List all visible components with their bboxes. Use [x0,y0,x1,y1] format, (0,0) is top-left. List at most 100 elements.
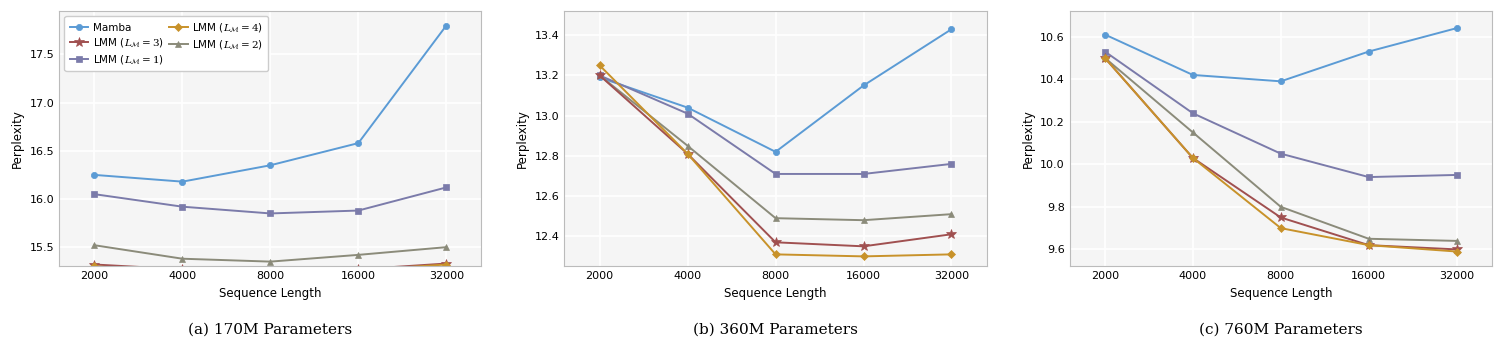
LMM ($L_{\mathcal{M}} = 2$) [1272,205,1290,209]
Mamba [855,84,873,88]
LMM ($L_{\mathcal{M}} = 4$) [767,252,785,257]
LMM ($L_{\mathcal{M}} = 3$) [262,271,280,275]
LMM ($L_{\mathcal{M}} = 3$) [767,240,785,244]
LMM ($L_{\mathcal{M}} = 1$) [1272,152,1290,156]
LMM ($L_{\mathcal{M}} = 4$) [591,63,609,67]
LMM ($L_{\mathcal{M}} = 4$) [86,264,104,269]
Line: LMM ($L_{\mathcal{M}} = 4$): LMM ($L_{\mathcal{M}} = 4$) [92,262,449,276]
LMM ($L_{\mathcal{M}} = 1$) [349,208,367,213]
LMM ($L_{\mathcal{M}} = 3$) [855,244,873,249]
LMM ($L_{\mathcal{M}} = 2$) [1096,56,1114,60]
X-axis label: Sequence Length: Sequence Length [219,287,322,300]
Line: LMM ($L_{\mathcal{M}} = 3$): LMM ($L_{\mathcal{M}} = 3$) [1100,53,1461,254]
Mamba [86,173,104,177]
LMM ($L_{\mathcal{M}} = 2$) [591,73,609,78]
LMM ($L_{\mathcal{M}} = 1$) [679,112,697,116]
LMM ($L_{\mathcal{M}} = 4$) [855,254,873,258]
LMM ($L_{\mathcal{M}} = 4$) [942,252,960,257]
LMM ($L_{\mathcal{M}} = 3$) [1272,216,1290,220]
LMM ($L_{\mathcal{M}} = 1$) [1184,111,1202,115]
LMM ($L_{\mathcal{M}} = 1$) [173,205,191,209]
LMM ($L_{\mathcal{M}} = 1$) [591,73,609,78]
Mamba [1360,49,1378,54]
LMM ($L_{\mathcal{M}} = 2$) [349,253,367,257]
Y-axis label: Perplexity: Perplexity [11,109,24,168]
Mamba [262,163,280,167]
Mamba [942,27,960,31]
LMM ($L_{\mathcal{M}} = 2$) [855,218,873,222]
LMM ($L_{\mathcal{M}} = 2$) [1184,130,1202,134]
LMM ($L_{\mathcal{M}} = 2$) [1360,237,1378,241]
LMM ($L_{\mathcal{M}} = 4$) [679,152,697,156]
X-axis label: Sequence Length: Sequence Length [724,287,827,300]
Mamba [1272,79,1290,84]
Line: LMM ($L_{\mathcal{M}} = 2$): LMM ($L_{\mathcal{M}} = 2$) [597,72,954,223]
Y-axis label: Perplexity: Perplexity [516,109,529,168]
LMM ($L_{\mathcal{M}} = 2$) [262,259,280,264]
LMM ($L_{\mathcal{M}} = 4$) [1272,226,1290,230]
LMM ($L_{\mathcal{M}} = 3$) [942,232,960,236]
LMM ($L_{\mathcal{M}} = 1$) [1096,49,1114,54]
LMM ($L_{\mathcal{M}} = 4$) [262,271,280,275]
LMM ($L_{\mathcal{M}} = 2$) [1447,239,1465,243]
Mamba [173,180,191,184]
LMM ($L_{\mathcal{M}} = 4$) [1447,250,1465,254]
LMM ($L_{\mathcal{M}} = 2$) [679,144,697,148]
Text: (b) 360M Parameters: (b) 360M Parameters [693,323,858,337]
Y-axis label: Perplexity: Perplexity [1022,109,1034,168]
LMM ($L_{\mathcal{M}} = 3$) [437,261,455,266]
Line: LMM ($L_{\mathcal{M}} = 3$): LMM ($L_{\mathcal{M}} = 3$) [90,259,451,278]
Text: (a) 170M Parameters: (a) 170M Parameters [188,323,352,337]
LMM ($L_{\mathcal{M}} = 1$) [1447,173,1465,177]
Mamba [1447,26,1465,30]
LMM ($L_{\mathcal{M}} = 2$) [942,212,960,216]
LMM ($L_{\mathcal{M}} = 4$) [1096,56,1114,60]
Line: LMM ($L_{\mathcal{M}} = 3$): LMM ($L_{\mathcal{M}} = 3$) [595,71,956,251]
Line: LMM ($L_{\mathcal{M}} = 2$): LMM ($L_{\mathcal{M}} = 2$) [92,242,449,265]
Legend: Mamba, LMM ($L_{\mathcal{M}} = 3$), LMM ($L_{\mathcal{M}} = 1$), LMM ($L_{\mathc: Mamba, LMM ($L_{\mathcal{M}} = 3$), LMM … [65,16,268,71]
LMM ($L_{\mathcal{M}} = 3$) [1184,156,1202,160]
LMM ($L_{\mathcal{M}} = 1$) [942,162,960,166]
Text: (c) 760M Parameters: (c) 760M Parameters [1199,323,1363,337]
LMM ($L_{\mathcal{M}} = 1$) [855,172,873,176]
Line: Mamba: Mamba [92,22,449,185]
LMM ($L_{\mathcal{M}} = 3$) [679,152,697,156]
Line: LMM ($L_{\mathcal{M}} = 1$): LMM ($L_{\mathcal{M}} = 1$) [597,72,954,177]
LMM ($L_{\mathcal{M}} = 3$) [349,267,367,271]
LMM ($L_{\mathcal{M}} = 2$) [767,216,785,220]
Mamba [591,75,609,80]
Line: LMM ($L_{\mathcal{M}} = 2$): LMM ($L_{\mathcal{M}} = 2$) [1102,55,1459,244]
LMM ($L_{\mathcal{M}} = 1$) [1360,175,1378,179]
LMM ($L_{\mathcal{M}} = 1$) [86,192,104,196]
LMM ($L_{\mathcal{M}} = 1$) [262,211,280,216]
Mamba [767,150,785,154]
LMM ($L_{\mathcal{M}} = 4$) [173,268,191,272]
LMM ($L_{\mathcal{M}} = 1$) [767,172,785,176]
Mamba [1184,73,1202,77]
Line: LMM ($L_{\mathcal{M}} = 4$): LMM ($L_{\mathcal{M}} = 4$) [1102,55,1459,254]
LMM ($L_{\mathcal{M}} = 4$) [1360,243,1378,247]
LMM ($L_{\mathcal{M}} = 2$) [86,243,104,247]
LMM ($L_{\mathcal{M}} = 3$) [1096,56,1114,60]
LMM ($L_{\mathcal{M}} = 3$) [1360,243,1378,247]
LMM ($L_{\mathcal{M}} = 2$) [173,257,191,261]
LMM ($L_{\mathcal{M}} = 4$) [1184,156,1202,160]
LMM ($L_{\mathcal{M}} = 4$) [437,263,455,267]
Mamba [679,106,697,110]
Line: Mamba: Mamba [597,26,954,155]
LMM ($L_{\mathcal{M}} = 4$) [349,268,367,272]
Line: LMM ($L_{\mathcal{M}} = 1$): LMM ($L_{\mathcal{M}} = 1$) [1102,48,1459,180]
Line: LMM ($L_{\mathcal{M}} = 1$): LMM ($L_{\mathcal{M}} = 1$) [92,184,449,217]
X-axis label: Sequence Length: Sequence Length [1229,287,1332,300]
LMM ($L_{\mathcal{M}} = 3$) [86,263,104,267]
Mamba [1096,32,1114,37]
Mamba [349,141,367,145]
Mamba [437,24,455,28]
Line: LMM ($L_{\mathcal{M}} = 4$): LMM ($L_{\mathcal{M}} = 4$) [597,62,954,259]
LMM ($L_{\mathcal{M}} = 3$) [591,73,609,78]
LMM ($L_{\mathcal{M}} = 1$) [437,185,455,190]
LMM ($L_{\mathcal{M}} = 2$) [437,245,455,249]
LMM ($L_{\mathcal{M}} = 3$) [173,267,191,271]
LMM ($L_{\mathcal{M}} = 3$) [1447,247,1465,252]
Line: Mamba: Mamba [1102,25,1459,85]
